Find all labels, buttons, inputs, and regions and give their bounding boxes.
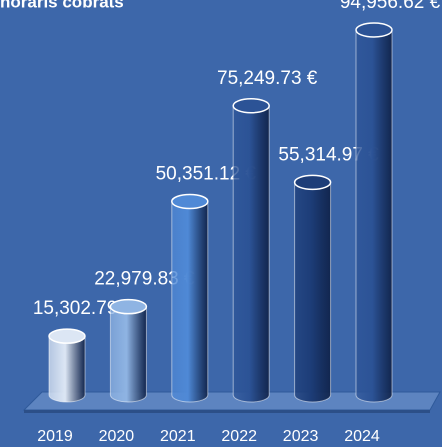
value-label: 55,314.97 € — [278, 144, 379, 165]
x-tick-label: 2021 — [160, 428, 196, 445]
bar — [232, 98, 270, 403]
x-tick-label: 2022 — [221, 428, 257, 445]
bar — [171, 193, 209, 403]
x-tick-label: 2024 — [344, 428, 380, 445]
value-label: 50,351.12 € — [156, 163, 257, 184]
bar — [293, 174, 332, 403]
x-tick-label: 2023 — [283, 428, 319, 445]
bar — [355, 22, 393, 403]
x-tick-label: 2019 — [37, 428, 73, 445]
bar — [48, 328, 86, 403]
value-label: 22,979.83 € — [94, 269, 195, 290]
floor-edge — [24, 410, 430, 413]
value-label: 15,302.79 € — [33, 298, 134, 319]
chart-title: noraris cobrats — [0, 0, 124, 11]
bar — [109, 298, 148, 403]
x-tick-label: 2020 — [99, 428, 135, 445]
value-label: 75,249.73 € — [217, 68, 318, 89]
value-label: 94,956.62 € — [340, 0, 441, 13]
